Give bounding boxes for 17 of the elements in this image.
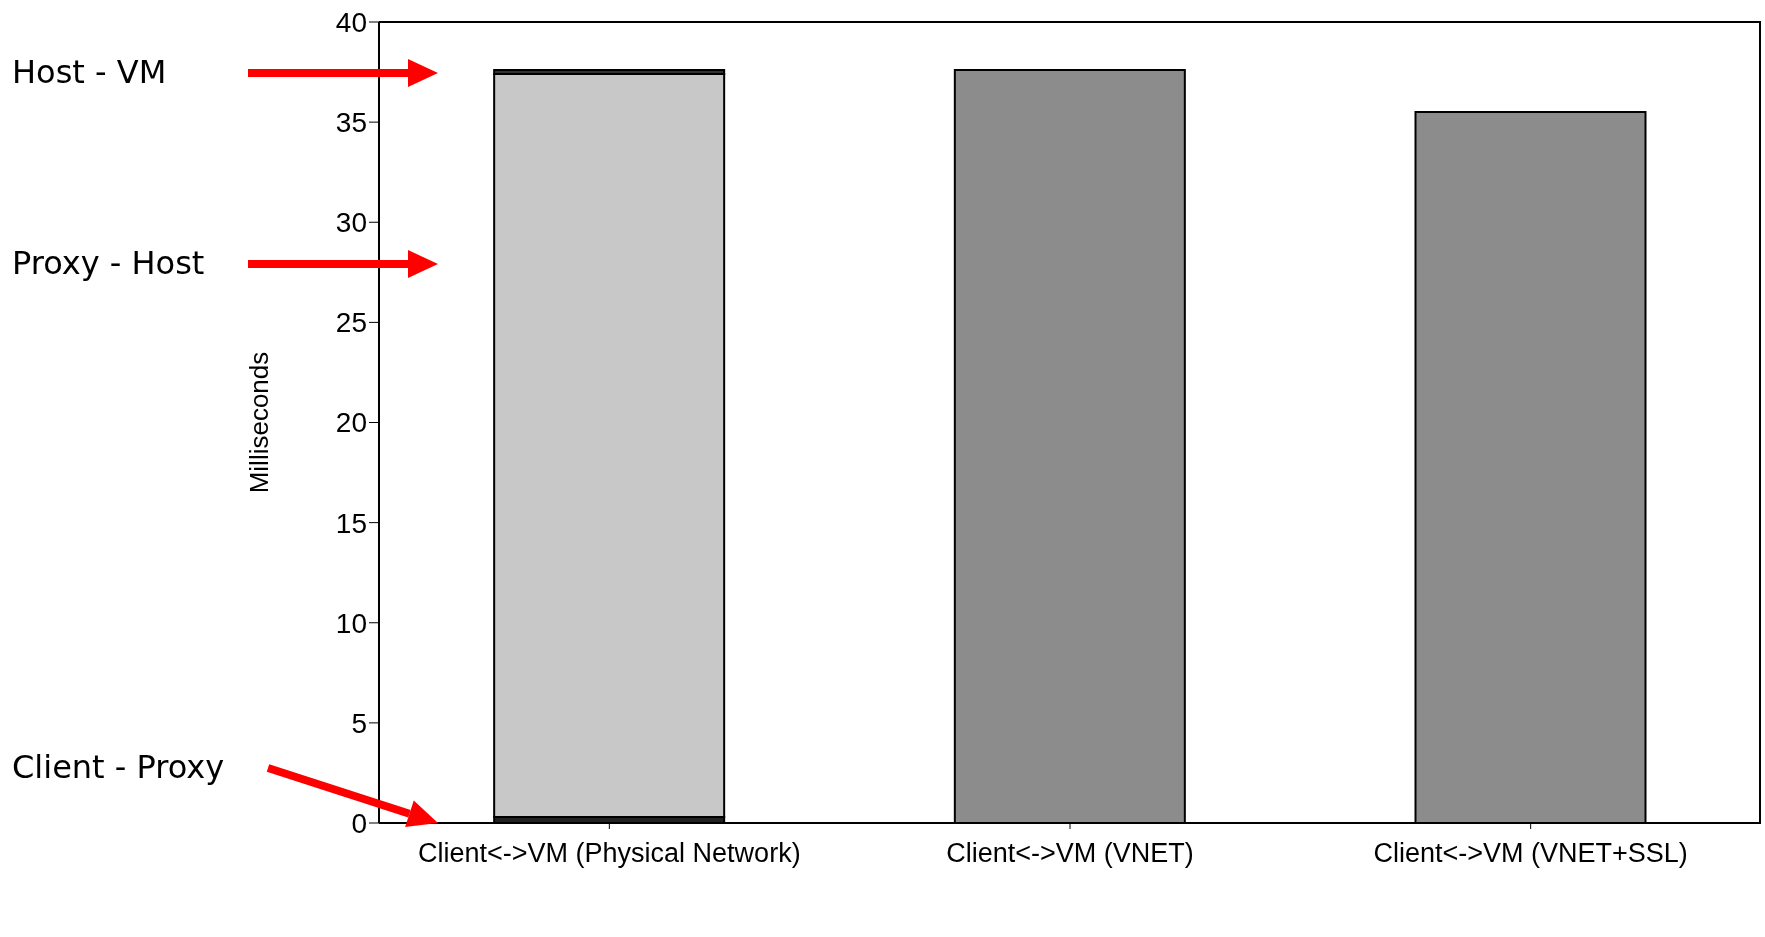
bar xyxy=(493,73,726,818)
y-tick-label: 0 xyxy=(351,807,367,839)
text: Host - VM xyxy=(12,53,167,92)
y-tick-label: 10 xyxy=(335,607,367,639)
y-tick-label: 30 xyxy=(335,207,367,239)
y-tick-label: 40 xyxy=(335,6,367,38)
x-tick-label: Client<->VM (Physical Network) xyxy=(418,838,801,869)
y-tick-label: 5 xyxy=(351,707,367,739)
y-tick-label: 20 xyxy=(335,407,367,439)
y-tick-label: 25 xyxy=(335,307,367,339)
y-tick-label: 15 xyxy=(335,507,367,539)
text: Proxy - Host xyxy=(12,243,205,282)
y-axis-title: Milliseconds xyxy=(244,351,275,494)
x-tick-label: Client<->VM (VNET) xyxy=(946,838,1194,869)
x-tick-label: Client<->VM (VNET+SSL) xyxy=(1373,838,1688,869)
text: Client - Proxy xyxy=(12,748,225,786)
y-tick-label: 35 xyxy=(335,107,367,139)
